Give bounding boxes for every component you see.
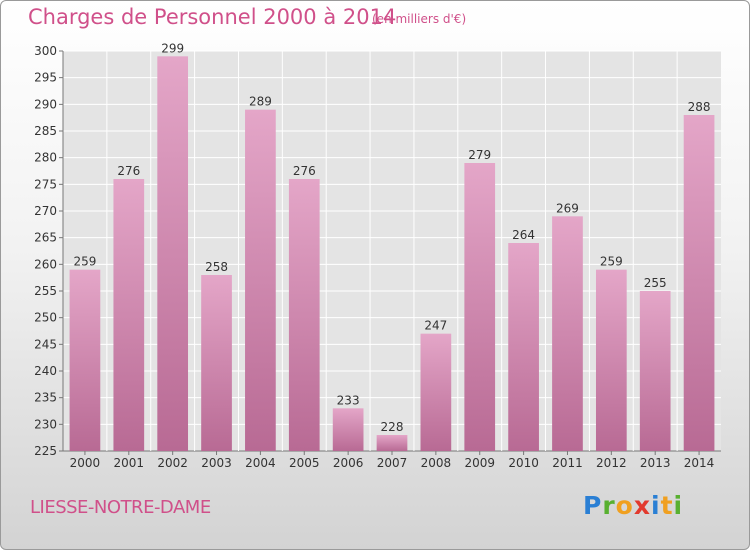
data-label: 289 [249, 95, 272, 109]
bar [113, 179, 145, 451]
x-tick-label: 2012 [596, 456, 627, 470]
bar [508, 243, 539, 451]
y-tick-label: 245 [34, 337, 57, 351]
y-tick-label: 250 [34, 311, 57, 325]
data-label: 255 [644, 276, 667, 290]
bar [376, 435, 408, 451]
chart-title: Charges de Personnel 2000 à 2014 [28, 5, 397, 29]
x-tick-label: 2002 [157, 456, 188, 470]
bar [157, 56, 189, 451]
bar [552, 216, 583, 451]
y-tick-label: 225 [34, 444, 57, 458]
data-label: 259 [73, 255, 96, 269]
y-tick-label: 230 [34, 417, 57, 431]
y-tick-label: 275 [34, 177, 57, 191]
y-tick-label: 295 [34, 71, 57, 85]
x-tick-label: 2003 [201, 456, 232, 470]
bar [69, 269, 101, 451]
y-tick-label: 285 [34, 124, 57, 138]
bar [288, 179, 320, 451]
x-tick-label: 2011 [552, 456, 583, 470]
data-label: 288 [688, 100, 711, 114]
y-tick-label: 265 [34, 231, 57, 245]
x-tick-label: 2005 [289, 456, 320, 470]
bar [639, 291, 671, 451]
proxiti-logo: Proxiti [583, 491, 683, 520]
x-tick-label: 2000 [70, 456, 101, 470]
data-label: 259 [600, 255, 623, 269]
data-label: 264 [512, 228, 535, 242]
logo-letter: x [633, 491, 651, 520]
x-tick-label: 2001 [114, 456, 145, 470]
logo-letter: t [660, 491, 674, 520]
bar [595, 269, 627, 451]
y-tick-label: 255 [34, 284, 57, 298]
y-tick-label: 290 [34, 97, 57, 111]
logo-letter: i [651, 491, 661, 520]
logo-letter: i [673, 491, 684, 520]
y-tick-label: 300 [34, 44, 57, 58]
logo-letter: r [602, 491, 616, 520]
x-tick-label: 2013 [640, 456, 671, 470]
bar [464, 163, 496, 451]
data-label: 269 [556, 201, 579, 215]
y-tick-label: 270 [34, 204, 57, 218]
x-tick-label: 2009 [464, 456, 495, 470]
chart-subtitle: (en milliers d'€) [372, 12, 467, 26]
x-tick-label: 2010 [508, 456, 539, 470]
bar [332, 408, 364, 451]
town-name: LIESSE-NOTRE-DAME [30, 497, 211, 518]
data-label: 247 [424, 319, 447, 333]
x-tick-label: 2004 [245, 456, 276, 470]
data-label: 233 [337, 393, 360, 407]
logo-letter: P [583, 491, 603, 520]
data-label: 276 [117, 164, 140, 178]
bar [683, 115, 715, 451]
x-tick-label: 2007 [377, 456, 408, 470]
bar [245, 109, 276, 452]
x-tick-label: 2006 [333, 456, 364, 470]
x-tick-label: 2008 [421, 456, 452, 470]
x-tick-label: 2014 [684, 456, 715, 470]
y-tick-label: 260 [34, 257, 57, 271]
data-label: 276 [293, 164, 316, 178]
logo-letter: o [615, 491, 634, 520]
bar [420, 333, 452, 451]
y-tick-label: 235 [34, 391, 57, 405]
data-label: 258 [205, 260, 228, 274]
bar [201, 275, 232, 451]
data-label: 279 [468, 148, 491, 162]
data-label: 228 [381, 420, 404, 434]
y-tick-label: 280 [34, 151, 57, 165]
data-label: 299 [161, 41, 184, 55]
y-tick-label: 240 [34, 364, 57, 378]
